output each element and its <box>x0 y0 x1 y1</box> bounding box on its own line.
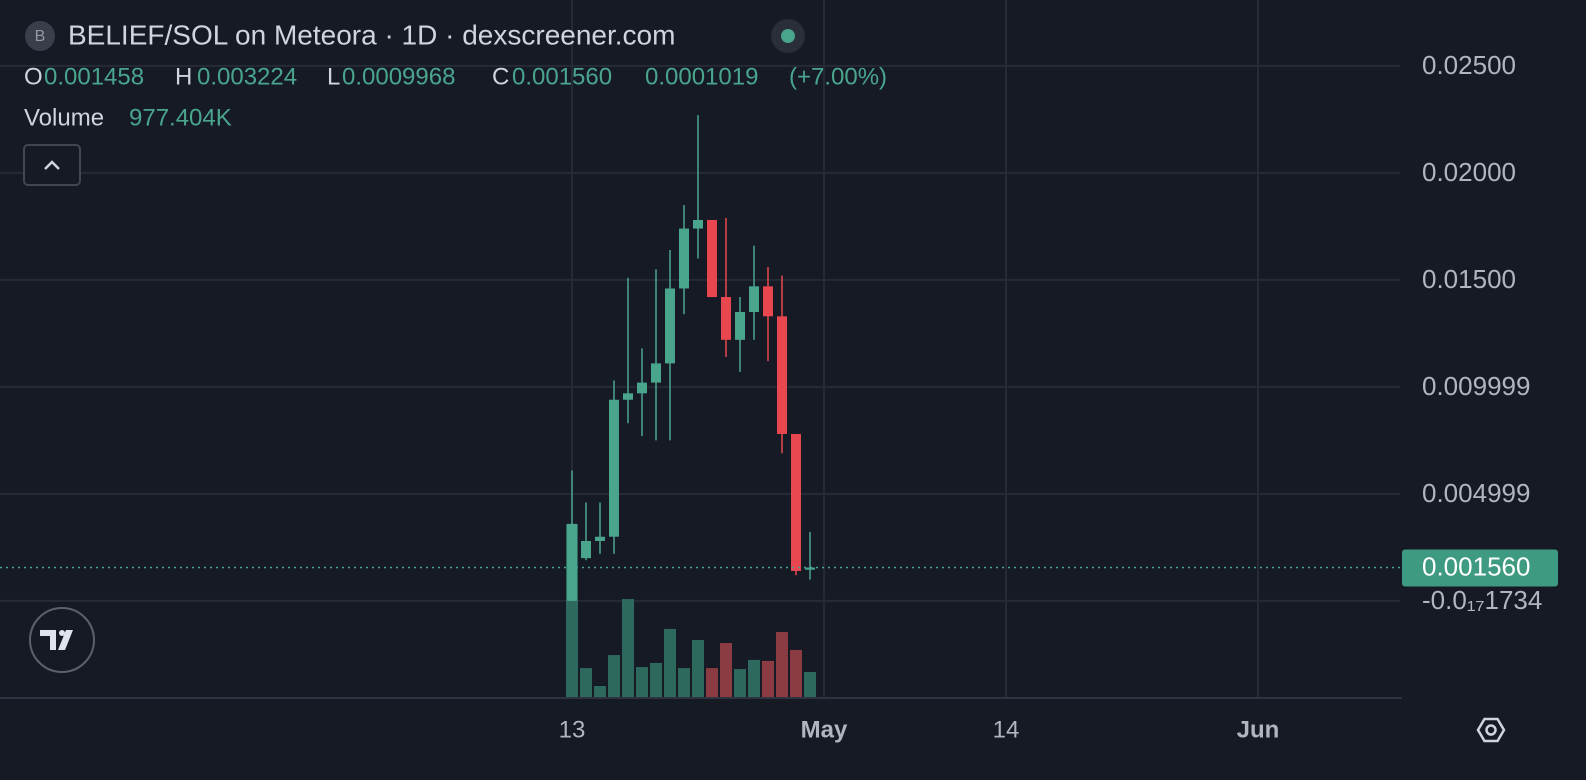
close-value: 0.001560 <box>512 63 612 90</box>
pair-icon <box>25 21 55 51</box>
candle-body <box>595 536 605 541</box>
grid <box>0 0 1400 697</box>
candle-body <box>805 567 815 570</box>
collapse-button[interactable] <box>23 144 81 186</box>
high-key: H <box>175 63 192 90</box>
y-tick-label: 0.01500 <box>1422 264 1516 294</box>
volume-bar <box>650 662 662 697</box>
candle-body <box>735 312 745 340</box>
candle-body <box>567 523 577 601</box>
volume-bar <box>762 660 774 697</box>
volume-bar <box>720 643 732 697</box>
candle-body <box>665 288 675 364</box>
volume-bar <box>594 686 606 697</box>
settings-center[interactable] <box>1485 724 1497 736</box>
y-tick-label: 0.009999 <box>1422 371 1530 401</box>
last-price-label: 0.001560 <box>1422 551 1530 581</box>
candle-body <box>637 382 647 394</box>
pair-icon-letter: B <box>35 28 46 45</box>
volume-bar <box>580 668 592 697</box>
volume-title: Volume <box>24 104 104 131</box>
open-value: 0.001458 <box>44 63 144 90</box>
candle-body <box>581 540 591 559</box>
x-tick-label: Jun <box>1237 716 1280 743</box>
candle-body <box>763 286 773 317</box>
candle-body <box>693 219 703 229</box>
settings-hexagon[interactable] <box>1476 717 1506 743</box>
volume-bar <box>622 599 634 697</box>
candle-body <box>749 286 759 313</box>
open-key: O <box>24 63 43 90</box>
volume-value: 977.404K <box>129 104 232 131</box>
volume-bar <box>734 669 746 697</box>
last-price-badge <box>1402 549 1558 587</box>
volume-bar <box>664 628 676 697</box>
candle-body <box>777 316 787 434</box>
y-tick-label: 0.004999 <box>1422 478 1530 508</box>
volume-bar <box>790 649 802 697</box>
collapse-icon[interactable] <box>44 160 60 170</box>
collapse-button-frame[interactable] <box>23 144 81 186</box>
candle-body <box>679 228 689 289</box>
logo-mark[interactable] <box>40 630 73 650</box>
settings-button[interactable] <box>1476 717 1506 743</box>
y-tick-label: -0.0₁₇1734 <box>1422 585 1542 615</box>
low-value: 0.0009968 <box>342 63 455 90</box>
x-tick-label: 14 <box>993 716 1020 743</box>
y-tick-label: 0.02000 <box>1422 157 1516 187</box>
candle-body <box>651 363 661 383</box>
change-value: 0.0001019 <box>645 63 758 90</box>
candle-body <box>609 399 619 537</box>
volume-bar <box>608 655 620 697</box>
volume-bar <box>804 672 816 697</box>
candle-body <box>623 393 633 400</box>
x-tick-label: 13 <box>559 716 586 743</box>
volume-bar <box>776 632 788 697</box>
marks <box>0 115 1400 697</box>
change-percent: (+7.00%) <box>789 63 887 90</box>
chart-title: BELIEF/SOL on Meteora · 1D · dexscreener… <box>68 19 675 50</box>
volume-bar <box>678 668 690 697</box>
volume-bar <box>692 639 704 697</box>
candle-body <box>707 219 717 298</box>
close-key: C <box>492 63 509 90</box>
logo-dot[interactable] <box>59 630 65 636</box>
low-key: L <box>327 63 340 90</box>
volume-bar <box>748 659 760 697</box>
status-dot <box>781 29 795 43</box>
high-value: 0.003224 <box>197 63 297 90</box>
tradingview-logo[interactable] <box>29 607 95 673</box>
candle-body <box>721 297 731 340</box>
x-tick-label: May <box>801 716 848 743</box>
volume-bar <box>636 667 648 697</box>
volume-bar <box>706 668 718 697</box>
candle-body <box>791 433 801 571</box>
y-tick-label: 0.02500 <box>1422 50 1516 80</box>
